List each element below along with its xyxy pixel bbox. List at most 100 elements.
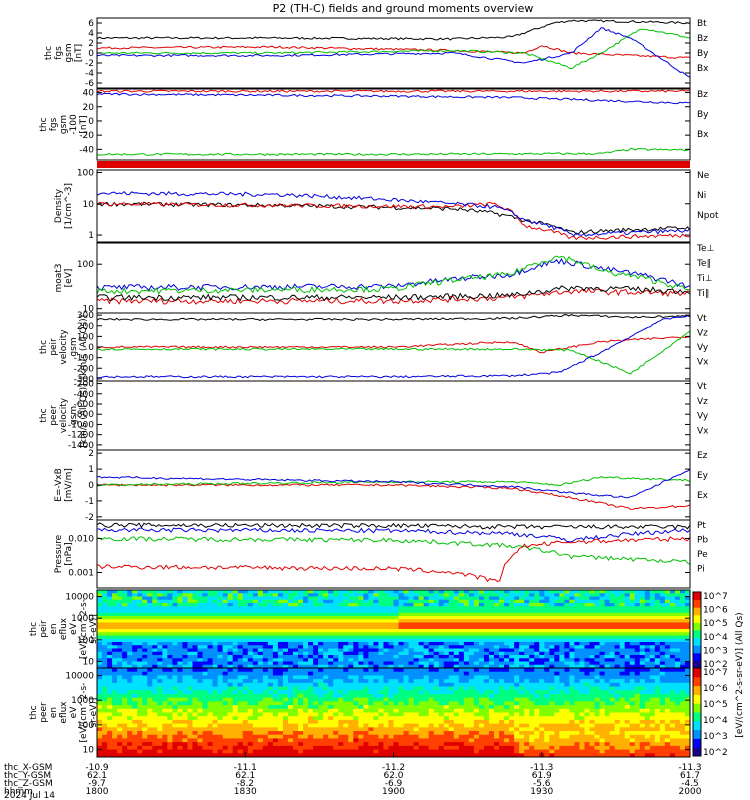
spectrogram-cell — [247, 664, 254, 669]
spectrogram-cell — [669, 719, 676, 725]
spectrogram-cell — [252, 648, 259, 653]
spectrogram-cell — [313, 612, 319, 617]
spectrogram-cell — [639, 661, 646, 666]
spectrogram-cell — [217, 593, 224, 597]
spectrogram-cell — [122, 668, 128, 673]
spectrogram-cell — [287, 632, 294, 636]
spectrogram-cell — [348, 629, 354, 633]
spectrogram-cell — [272, 632, 279, 636]
spectrogram-cell — [554, 664, 560, 669]
spectrogram-cell — [649, 679, 656, 684]
spectrogram-cell — [634, 616, 641, 620]
spectrogram-cell — [207, 616, 214, 620]
spectrogram-cell — [368, 651, 374, 656]
spectrogram-cell — [438, 625, 445, 630]
spectrogram-cell — [207, 664, 214, 669]
spectrogram-cell — [509, 635, 515, 640]
spectrogram-cell — [584, 671, 590, 676]
spectrogram-cell — [408, 629, 415, 633]
spectrogram-cell — [262, 612, 269, 617]
spectrogram-cell — [187, 690, 193, 695]
spectrogram-cell — [564, 651, 570, 656]
spectrogram-cell — [408, 675, 415, 680]
spectrogram-cell — [499, 629, 505, 633]
spectrogram-cell — [232, 705, 239, 710]
spectrogram-cell — [654, 638, 661, 643]
spectrogram-cell — [137, 661, 143, 666]
spectrogram-cell — [624, 590, 631, 594]
spectrogram-cell — [674, 708, 681, 713]
spectrogram-cell — [152, 705, 158, 710]
spectrogram-cell — [102, 619, 108, 623]
spectrogram-cell — [207, 599, 214, 604]
spectrogram-cell — [453, 723, 460, 728]
spectrogram-cell — [559, 705, 565, 710]
spectrogram-cell — [167, 701, 173, 706]
spectrogram-cell — [408, 661, 415, 666]
spectrogram-cell — [333, 719, 339, 725]
spectrogram-cell — [182, 632, 188, 636]
spectrogram-cell — [378, 671, 384, 676]
spectrogram-cell — [393, 596, 400, 601]
spectrogram-cell — [378, 705, 384, 710]
spectrogram-cell — [363, 619, 369, 623]
spectrogram-cell — [393, 616, 400, 620]
spectrogram-cell — [659, 593, 666, 597]
spectrogram-cell — [458, 655, 465, 659]
spectrogram-cell — [287, 648, 294, 653]
spectrogram-cell — [97, 682, 103, 688]
spectrogram-cell — [363, 679, 369, 684]
spectrogram-cell — [172, 625, 178, 630]
spectrogram-cell — [363, 658, 369, 662]
spectrogram-cell — [157, 658, 163, 662]
spectrogram-cell — [398, 705, 405, 710]
spectrogram-cell — [287, 723, 294, 728]
spectrogram-cell — [97, 693, 103, 699]
spectrogram-cell — [619, 612, 626, 617]
spectrogram-cell — [594, 719, 601, 725]
spectrogram-cell — [242, 648, 249, 653]
spectrogram-cell — [112, 606, 118, 610]
spectrogram-cell — [242, 606, 249, 610]
spectrogram-cell — [408, 723, 415, 728]
spectrogram-cell — [117, 590, 123, 594]
spectrogram-cell — [624, 629, 631, 633]
spectrogram-cell — [152, 690, 158, 695]
spectrogram-cell — [157, 664, 163, 669]
spectrogram-cell — [353, 629, 359, 633]
spectrogram-cell — [619, 619, 626, 623]
spectrogram-cell — [187, 701, 193, 706]
spectrogram-cell — [428, 712, 435, 717]
spectrogram-cell — [589, 593, 596, 597]
spectrogram-cell — [564, 705, 570, 710]
spectrogram-cell — [373, 708, 379, 713]
spectrogram-cell — [468, 635, 475, 640]
spectrogram-cell — [152, 622, 158, 627]
spectrogram-cell — [398, 651, 405, 656]
spectrogram-cell — [298, 645, 304, 649]
spectrogram-cell — [674, 701, 681, 706]
spectrogram-cell — [197, 682, 204, 688]
spectrogram-cell — [197, 675, 204, 680]
spectrogram-cell — [604, 645, 611, 649]
spectrogram-cell — [112, 661, 118, 666]
spectrogram-cell — [222, 679, 229, 684]
spectrogram-cell — [353, 705, 359, 710]
spectrogram-cell — [358, 655, 364, 659]
spectrogram-cell — [473, 658, 480, 662]
spectrogram-cell — [363, 682, 369, 688]
spectrogram-cell — [358, 645, 364, 649]
spectrogram-cell — [338, 606, 344, 610]
spectrogram-cell — [162, 616, 168, 620]
spectrogram-cell — [423, 723, 430, 728]
spectrogram-cell — [112, 638, 118, 643]
spectrogram-cell — [519, 708, 525, 713]
spectrogram-cell — [262, 603, 269, 607]
spectrogram-cell — [142, 697, 148, 702]
spectrogram-cell — [639, 606, 646, 610]
spectrogram-cell — [112, 693, 118, 699]
spectrogram-cell — [539, 590, 545, 594]
spectrogram-cell — [483, 675, 490, 680]
spectrogram-cell — [97, 648, 103, 653]
